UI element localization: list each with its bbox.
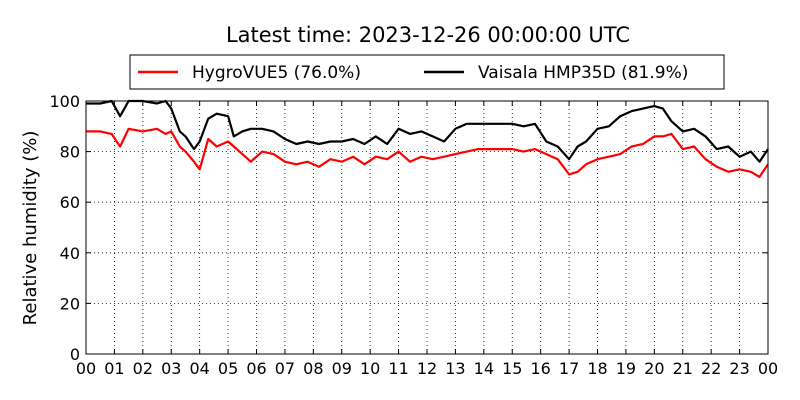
x-tick-label: 14 [474,359,494,378]
y-tick-label: 20 [60,294,80,313]
x-tick-label: 12 [417,359,437,378]
chart-title: Latest time: 2023-12-26 00:00:00 UTC [226,23,630,47]
x-tick-label: 17 [559,359,579,378]
x-tick-label: 05 [218,359,238,378]
plot-area: 00 01 02 03 04 05 06 07 08 09 10 11 12 13 14 15 16 17 18 19… [49,92,778,378]
x-tick-label: 08 [303,359,323,378]
y-tick-label: 80 [60,143,80,162]
x-tick-label: 03 [161,359,181,378]
axes-frame [85,100,769,355]
x-tick-label: 23 [729,359,749,378]
x-tick-label: 02 [133,359,153,378]
x-tick-label: 00 [76,359,96,378]
y-tick-label: 40 [60,244,80,263]
y-tick-label: 60 [60,193,80,212]
x-tick-label: 01 [104,359,124,378]
x-tick-label: 19 [616,359,636,378]
x-tick-label: 00 [758,359,778,378]
x-tick-label: 18 [587,359,607,378]
series-line-0 [86,127,769,178]
x-tick-label: 07 [275,359,295,378]
x-tick-label: 10 [360,359,380,378]
x-tick-label: 06 [246,359,266,378]
y-axis-label: Relative humidity (%) [20,131,41,326]
x-tick-label: 04 [189,359,209,378]
grid [86,101,768,354]
y-tick-label: 0 [70,345,80,364]
legend-label-hygrovue5: HygroVUE5 (76.0%) [192,63,361,83]
x-tick-label: 13 [445,359,465,378]
x-tick-label: 16 [530,359,550,378]
x-tick-label: 22 [701,359,721,378]
x-tick-label: 11 [388,359,408,378]
x-tick-label: 20 [644,359,664,378]
series-line-1 [86,99,769,163]
legend: HygroVUE5 (76.0%) Vaisala HMP35D (81.9%) [129,54,725,90]
y-tick-label: 100 [49,92,80,111]
x-tick-label: 09 [332,359,352,378]
legend-label-vaisala: Vaisala HMP35D (81.9%) [478,63,688,83]
x-tick-label: 15 [502,359,522,378]
x-tick-label: 21 [673,359,693,378]
